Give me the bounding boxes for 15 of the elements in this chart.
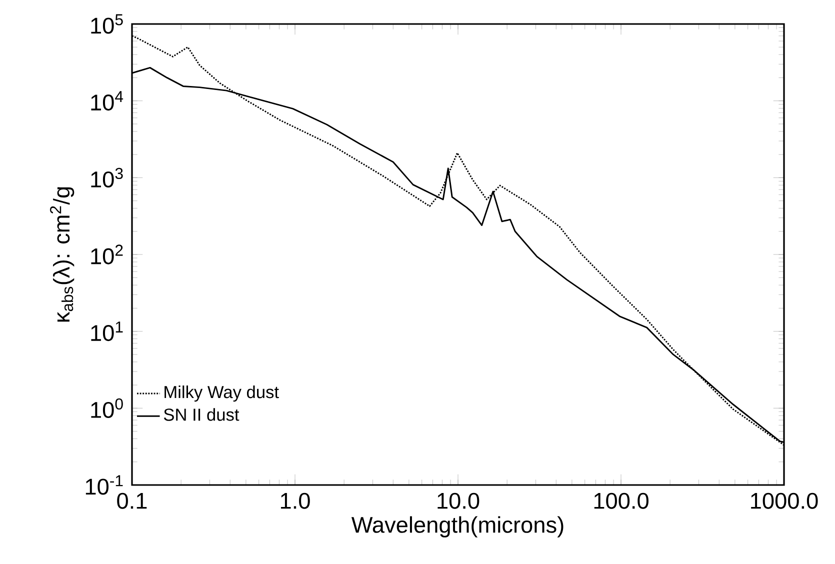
y-axis-title: κ$_{abs}$(λ): cm$^{2}$/g xyxy=(50,187,74,322)
x-tick-label: 100.0 xyxy=(594,492,648,509)
x-axis-title: Wavelength(microns) xyxy=(351,516,564,538)
y-tick-label: 10$^{5}$ xyxy=(91,14,123,34)
legend-label: Milky Way dust xyxy=(164,385,279,402)
x-tick-label: 1.0 xyxy=(280,492,310,509)
y-tick-label: 10$^{1}$ xyxy=(91,322,123,342)
x-tick-label: 1000.0 xyxy=(751,492,818,509)
x-tick-label: 10.0 xyxy=(438,492,480,509)
y-tick-label: 10$^{3}$ xyxy=(91,168,123,188)
y-tick-label: 10$^{0}$ xyxy=(91,398,123,418)
y-tick-label: 10$^{2}$ xyxy=(91,244,123,264)
legend-label: SN II dust xyxy=(164,408,240,421)
y-tick-label: 10$^{4}$ xyxy=(91,91,124,111)
x-tick-label: 0.1 xyxy=(117,492,147,509)
